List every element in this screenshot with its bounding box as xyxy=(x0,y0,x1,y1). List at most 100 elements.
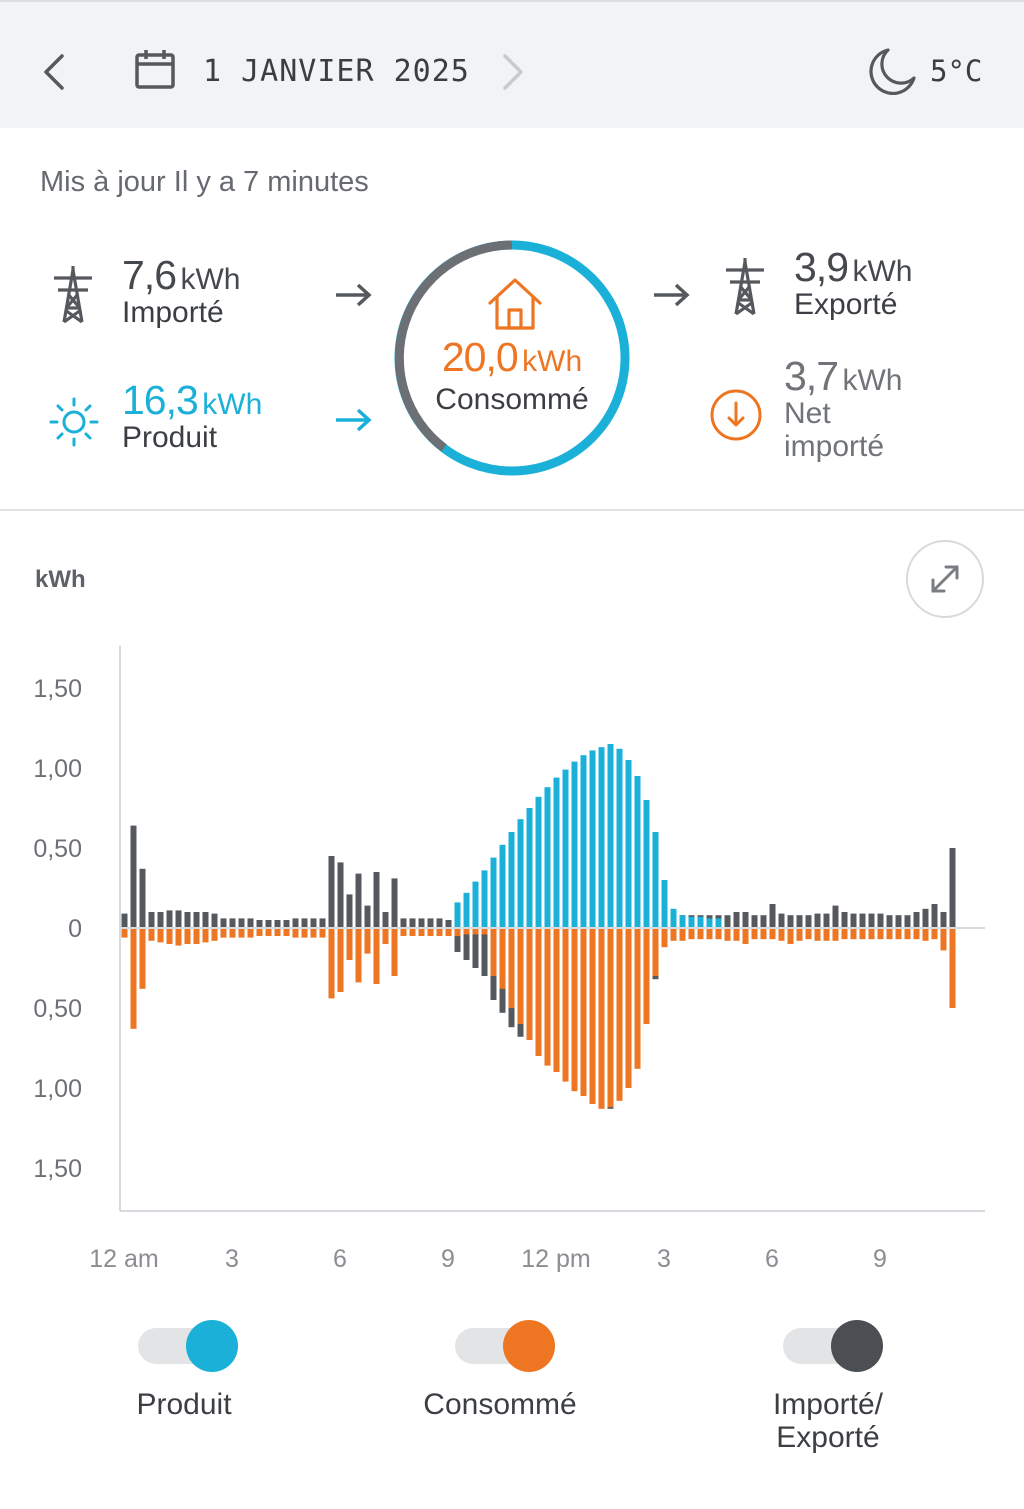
bar-consumed xyxy=(769,928,776,940)
bar-consumed xyxy=(481,928,488,935)
bar-produced xyxy=(706,918,713,928)
bar-consumed xyxy=(301,928,308,938)
bar-consumed xyxy=(814,928,821,941)
bar-produced xyxy=(499,844,506,928)
bar-consumed xyxy=(445,928,452,936)
consumed-unit: kWh xyxy=(522,345,583,378)
consumed-number: 20,0 xyxy=(441,334,519,380)
bar-consumed xyxy=(526,928,533,1040)
bar-grid xyxy=(202,912,209,928)
consumed-value: 20,0 kWh xyxy=(392,334,632,381)
bar-consumed xyxy=(427,928,434,936)
bar-consumed xyxy=(310,928,317,938)
date-label[interactable]: 1 JANVIER 2025 xyxy=(203,54,470,89)
expand-button[interactable] xyxy=(904,538,986,620)
bar-consumed xyxy=(859,928,866,940)
produced-value: 16,3 kWh xyxy=(122,377,262,424)
bar-consumed xyxy=(598,928,605,1109)
back-chevron-icon[interactable] xyxy=(40,52,70,92)
bar-grid xyxy=(886,915,893,928)
produced-unit: kWh xyxy=(202,388,263,421)
bar-grid xyxy=(913,912,920,928)
bar-consumed xyxy=(355,928,362,983)
bar-consumed xyxy=(139,928,146,989)
forward-chevron-icon[interactable] xyxy=(497,52,527,92)
bar-grid xyxy=(463,928,470,960)
bar-grid xyxy=(157,912,164,928)
bar-consumed xyxy=(679,928,686,941)
top-bar: 1 JANVIER 2025 5°C xyxy=(0,0,1024,128)
bar-produced xyxy=(625,760,632,928)
chart-bars xyxy=(121,744,956,1109)
bar-grid xyxy=(895,915,902,928)
bar-consumed xyxy=(220,928,227,938)
bar-grid xyxy=(220,918,227,928)
bar-consumed xyxy=(841,928,848,940)
produced-label: Produit xyxy=(122,421,218,454)
bar-produced xyxy=(454,902,461,928)
bar-grid xyxy=(292,918,299,928)
bar-consumed xyxy=(400,928,407,936)
bar-grid xyxy=(751,915,758,928)
bar-consumed xyxy=(337,928,344,992)
bar-consumed xyxy=(886,928,893,940)
toggle-consumed[interactable] xyxy=(455,1320,555,1372)
bar-produced xyxy=(490,857,497,928)
bar-grid xyxy=(742,912,749,928)
bar-grid xyxy=(472,928,479,968)
bar-grid xyxy=(427,918,434,928)
bar-grid xyxy=(877,913,884,928)
bar-grid xyxy=(904,915,911,928)
bar-grid xyxy=(778,913,785,928)
bar-grid xyxy=(238,918,245,928)
bar-consumed xyxy=(184,928,191,944)
bar-produced xyxy=(517,819,524,928)
imported-unit: kWh xyxy=(180,263,241,296)
toggle-imported-exported[interactable] xyxy=(783,1320,883,1372)
bar-grid xyxy=(274,920,281,928)
bar-consumed xyxy=(643,928,650,1024)
bar-consumed xyxy=(418,928,425,936)
net-number: 3,7 xyxy=(784,353,839,399)
bar-grid xyxy=(373,872,380,928)
temperature-label: 5°C xyxy=(930,54,983,88)
bar-consumed xyxy=(166,928,173,944)
bar-produced xyxy=(553,777,560,928)
consumption-ring xyxy=(394,240,630,476)
x-tick-label: 3 xyxy=(225,1245,239,1273)
bar-consumed xyxy=(409,928,416,936)
bar-consumed xyxy=(877,928,884,940)
bar-grid xyxy=(139,868,146,928)
y-tick-label: 0,50 xyxy=(33,835,82,863)
bar-consumed xyxy=(256,928,263,936)
power-tower-icon xyxy=(54,266,92,324)
calendar-icon[interactable] xyxy=(134,48,176,90)
bar-grid xyxy=(328,856,335,928)
bar-consumed xyxy=(292,928,299,938)
bar-grid xyxy=(733,912,740,928)
sun-icon xyxy=(49,397,99,447)
bar-grid xyxy=(841,912,848,928)
bar-consumed xyxy=(517,928,524,1024)
bar-consumed xyxy=(157,928,164,943)
bar-consumed xyxy=(562,928,569,1082)
bar-produced xyxy=(589,750,596,928)
bar-produced xyxy=(463,892,470,928)
x-tick-label: 12 pm xyxy=(521,1245,590,1273)
bar-grid xyxy=(418,918,425,928)
bar-consumed xyxy=(625,928,632,1088)
bar-consumed xyxy=(796,928,803,941)
toggle-produced[interactable] xyxy=(138,1320,238,1372)
bar-produced xyxy=(688,916,695,928)
bar-consumed xyxy=(382,928,389,944)
y-tick-label: 1,50 xyxy=(33,1155,82,1183)
bar-grid xyxy=(400,918,407,928)
bar-produced xyxy=(535,796,542,928)
x-tick-label: 9 xyxy=(873,1245,887,1273)
legend-produced-label: Produit xyxy=(136,1388,232,1421)
bar-consumed xyxy=(490,928,497,976)
bar-grid xyxy=(175,910,182,928)
bar-consumed xyxy=(319,928,326,938)
bar-consumed xyxy=(193,928,200,944)
bar-consumed xyxy=(616,928,623,1101)
